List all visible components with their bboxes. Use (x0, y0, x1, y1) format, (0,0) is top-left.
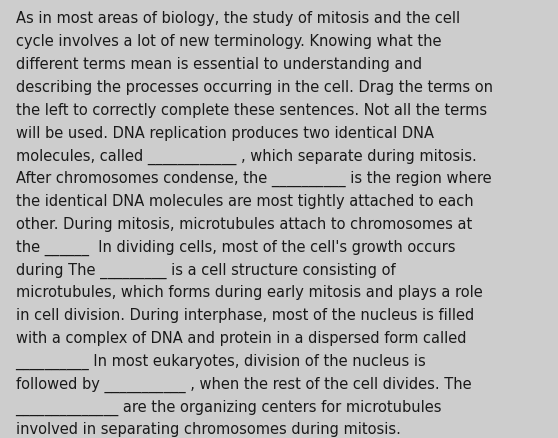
Text: microtubules, which forms during early mitosis and plays a role: microtubules, which forms during early m… (16, 285, 482, 300)
Text: followed by ___________ , when the rest of the cell divides. The: followed by ___________ , when the rest … (16, 376, 472, 392)
Text: different terms mean is essential to understanding and: different terms mean is essential to und… (16, 57, 422, 72)
Text: during The _________ is a cell structure consisting of: during The _________ is a cell structure… (16, 262, 395, 278)
Text: cycle involves a lot of new terminology. Knowing what the: cycle involves a lot of new terminology.… (16, 34, 441, 49)
Text: __________ In most eukaryotes, division of the nucleus is: __________ In most eukaryotes, division … (16, 353, 426, 369)
Text: After chromosomes condense, the __________ is the region where: After chromosomes condense, the ________… (16, 171, 491, 187)
Text: will be used. DNA replication produces two identical DNA: will be used. DNA replication produces t… (16, 125, 434, 140)
Text: the left to correctly complete these sentences. Not all the terms: the left to correctly complete these sen… (16, 102, 487, 117)
Text: ______________ are the organizing centers for microtubules: ______________ are the organizing center… (16, 399, 442, 415)
Text: the identical DNA molecules are most tightly attached to each: the identical DNA molecules are most tig… (16, 194, 473, 208)
Text: molecules, called ____________ , which separate during mitosis.: molecules, called ____________ , which s… (16, 148, 477, 164)
Text: in cell division. During interphase, most of the nucleus is filled: in cell division. During interphase, mos… (16, 307, 474, 322)
Text: the ______  In dividing cells, most of the cell's growth occurs: the ______ In dividing cells, most of th… (16, 239, 455, 255)
Text: other. During mitosis, microtubules attach to chromosomes at: other. During mitosis, microtubules atta… (16, 216, 472, 231)
Text: As in most areas of biology, the study of mitosis and the cell: As in most areas of biology, the study o… (16, 11, 460, 26)
Text: involved in separating chromosomes during mitosis.: involved in separating chromosomes durin… (16, 421, 401, 436)
Text: with a complex of DNA and protein in a dispersed form called: with a complex of DNA and protein in a d… (16, 330, 466, 345)
Text: describing the processes occurring in the cell. Drag the terms on: describing the processes occurring in th… (16, 80, 493, 95)
